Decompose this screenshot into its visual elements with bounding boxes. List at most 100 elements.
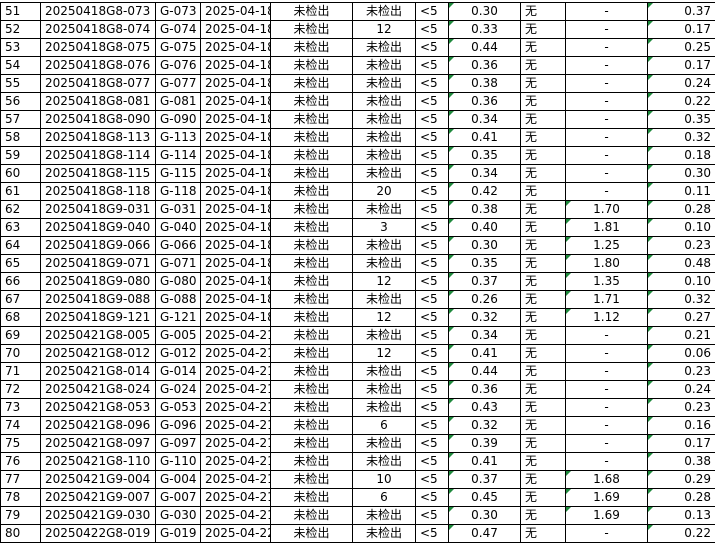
table-cell: 0.23 [647,398,715,417]
table-cell: 1.35 [565,272,648,291]
table-row: 64 20250418G9-066 G-066 2025-04-18 未检出 未检出 <5 0… [0,236,715,255]
table-cell: 0.37 [448,470,521,489]
table-cell: <5 [415,128,449,147]
table-cell: G-031 [155,200,201,219]
table-cell: - [565,362,648,381]
table-cell: 无 [520,74,566,93]
table-cell: 2025-04-21 [200,488,271,507]
table-cell: 20250418G9-071 [40,254,156,273]
table-cell: 73 [0,398,41,417]
table-cell: G-071 [155,254,201,273]
table-row: 79 20250421G9-030 G-030 2025-04-21 未检出 未检出 <5 0… [0,506,715,525]
table-cell: 0.36 [448,380,521,399]
table-cell: <5 [415,272,449,291]
table-cell: 53 [0,38,41,57]
table-cell: G-118 [155,182,201,201]
table-cell: 0.10 [647,272,715,291]
table-cell: 74 [0,416,41,435]
table-cell: 无 [520,56,566,75]
table-cell: <5 [415,20,449,39]
table-cell: 0.23 [647,362,715,381]
table-cell: 3 [352,218,416,237]
table-cell: 2025-04-21 [200,362,271,381]
table-cell: G-096 [155,416,201,435]
table-cell: 0.43 [448,398,521,417]
table-cell: 10 [352,470,416,489]
table-cell: 1.81 [565,218,648,237]
table-cell: 20250418G8-118 [40,182,156,201]
table-cell: - [565,2,648,21]
table-cell: 2025-04-21 [200,326,271,345]
table-cell: 未检出 [352,74,416,93]
table-cell: 无 [520,416,566,435]
table-cell: 12 [352,272,416,291]
table-cell: 20250421G9-007 [40,488,156,507]
table-cell: - [565,326,648,345]
table-cell: 54 [0,56,41,75]
table-cell: 2025-04-21 [200,344,271,363]
table-cell: G-074 [155,20,201,39]
table-cell: 20250418G8-081 [40,92,156,111]
table-cell: 0.48 [647,254,715,273]
table-row: 78 20250421G9-007 G-007 2025-04-21 未检出 6 <5 0.4… [0,488,715,507]
table-cell: 0.17 [647,56,715,75]
table-cell: 无 [520,506,566,525]
table-cell: 0.10 [647,218,715,237]
table-cell: 0.18 [647,146,715,165]
table-cell: G-014 [155,362,201,381]
table-cell: 未检出 [270,380,353,399]
table-cell: - [565,110,648,129]
table-cell: 未检出 [352,434,416,453]
table-cell: 58 [0,128,41,147]
table-cell: 0.30 [448,506,521,525]
table-cell: 0.34 [448,164,521,183]
table-cell: <5 [415,524,449,543]
table-cell: 未检出 [270,218,353,237]
table-cell: 未检出 [270,38,353,57]
table-cell: 0.24 [647,74,715,93]
table-cell: 0.45 [448,488,521,507]
table-cell: 51 [0,2,41,21]
table-cell: 76 [0,452,41,471]
table-cell: 无 [520,2,566,21]
table-row: 74 20250421G8-096 G-096 2025-04-21 未检出 6 <5 0.3… [0,416,715,435]
table-cell: 2025-04-22 [200,524,271,543]
table-cell: 12 [352,308,416,327]
table-cell: G-076 [155,56,201,75]
table-cell: 2025-04-18 [200,56,271,75]
table-row: 61 20250418G8-118 G-118 2025-04-18 未检出 20 <5 0.… [0,182,715,201]
table-cell: 59 [0,146,41,165]
table-cell: 无 [520,182,566,201]
table-row: 71 20250421G8-014 G-014 2025-04-21 未检出 未检出 <5 0… [0,362,715,381]
table-cell: 2025-04-18 [200,272,271,291]
table-cell: 57 [0,110,41,129]
table-cell: <5 [415,74,449,93]
table-cell: 1.25 [565,236,648,255]
table-cell: 无 [520,236,566,255]
table-cell: 2025-04-18 [200,290,271,309]
table-cell: 未检出 [352,326,416,345]
table-cell: 2025-04-21 [200,452,271,471]
table-cell: 0.40 [448,218,521,237]
table-cell: 未检出 [270,236,353,255]
table-cell: <5 [415,452,449,471]
table-row: 77 20250421G9-004 G-004 2025-04-21 未检出 10 <5 0.… [0,470,715,489]
table-cell: G-066 [155,236,201,255]
table-cell: - [565,434,648,453]
table-cell: - [565,164,648,183]
table-cell: 6 [352,488,416,507]
table-cell: 0.38 [448,200,521,219]
table-cell: G-115 [155,164,201,183]
table-cell: 20250418G9-031 [40,200,156,219]
table-cell: 0.32 [448,308,521,327]
table-cell: 0.23 [647,236,715,255]
table-cell: 无 [520,290,566,309]
table-cell: 未检出 [270,416,353,435]
table-cell: - [565,38,648,57]
table-cell: <5 [415,434,449,453]
table-cell: 无 [520,272,566,291]
table-cell: 未检出 [352,452,416,471]
table-cell: 20250421G8-024 [40,380,156,399]
table-cell: 0.37 [647,2,715,21]
